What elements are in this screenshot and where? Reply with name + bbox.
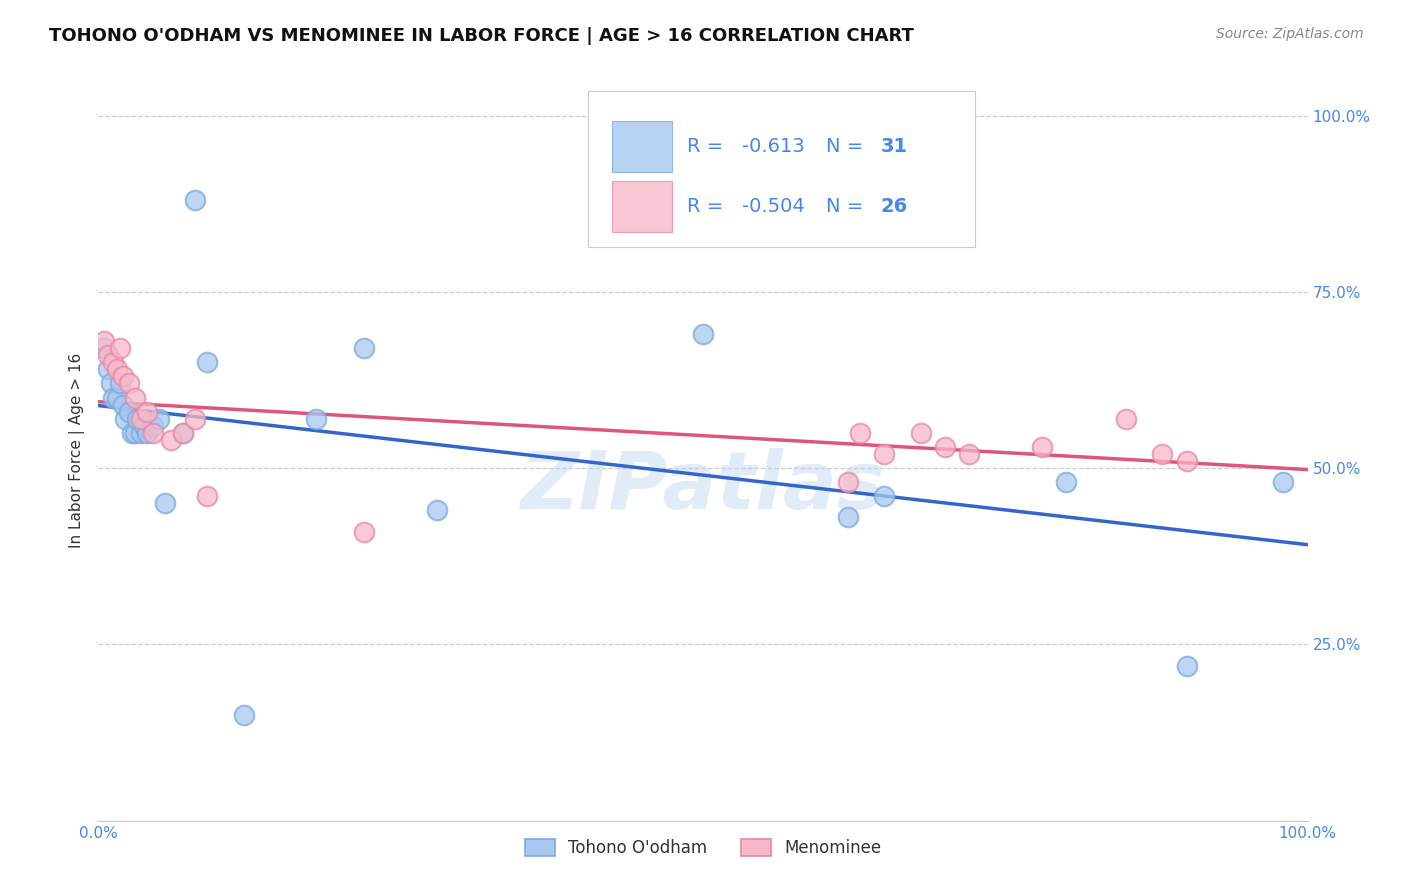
Point bbox=[121, 425, 143, 440]
Point bbox=[873, 489, 896, 503]
Point bbox=[1175, 658, 1198, 673]
Point bbox=[142, 425, 165, 440]
Text: Source: ZipAtlas.com: Source: ZipAtlas.com bbox=[1216, 27, 1364, 41]
Point bbox=[837, 510, 859, 524]
Point bbox=[124, 425, 146, 440]
Point bbox=[129, 411, 152, 425]
Point bbox=[93, 334, 115, 348]
Point bbox=[111, 369, 134, 384]
Text: -0.504: -0.504 bbox=[742, 196, 804, 216]
Point bbox=[101, 355, 124, 369]
Point bbox=[1115, 411, 1137, 425]
Point bbox=[108, 341, 131, 355]
Point bbox=[232, 707, 254, 722]
Text: N =: N = bbox=[827, 137, 870, 156]
Point bbox=[135, 405, 157, 419]
Point bbox=[957, 447, 980, 461]
Text: -0.613: -0.613 bbox=[742, 137, 804, 156]
Point bbox=[172, 425, 194, 440]
Point bbox=[97, 348, 120, 362]
Legend: Tohono O'odham, Menominee: Tohono O'odham, Menominee bbox=[519, 832, 887, 864]
Text: R =: R = bbox=[688, 196, 730, 216]
Point bbox=[1152, 447, 1174, 461]
Point bbox=[305, 411, 328, 425]
Text: 26: 26 bbox=[880, 196, 908, 216]
Point bbox=[105, 362, 128, 376]
Point bbox=[135, 425, 157, 440]
Point bbox=[153, 496, 176, 510]
Point bbox=[108, 376, 131, 391]
Text: R =: R = bbox=[688, 137, 730, 156]
Point bbox=[353, 524, 375, 539]
Point bbox=[93, 341, 115, 355]
Point bbox=[118, 376, 141, 391]
Point bbox=[910, 425, 932, 440]
Point bbox=[1175, 454, 1198, 468]
Text: TOHONO O'ODHAM VS MENOMINEE IN LABOR FORCE | AGE > 16 CORRELATION CHART: TOHONO O'ODHAM VS MENOMINEE IN LABOR FOR… bbox=[49, 27, 914, 45]
FancyBboxPatch shape bbox=[613, 180, 672, 232]
Point bbox=[105, 391, 128, 405]
Point bbox=[129, 425, 152, 440]
Point bbox=[692, 327, 714, 342]
Point bbox=[101, 391, 124, 405]
Text: 31: 31 bbox=[880, 137, 908, 156]
Point bbox=[837, 475, 859, 490]
Point bbox=[873, 447, 896, 461]
Point bbox=[118, 405, 141, 419]
Point bbox=[1031, 440, 1053, 454]
Point bbox=[195, 355, 218, 369]
Point bbox=[134, 418, 156, 433]
Point bbox=[1054, 475, 1077, 490]
Point bbox=[426, 503, 449, 517]
Point bbox=[353, 341, 375, 355]
Point bbox=[184, 411, 207, 425]
Point bbox=[114, 411, 136, 425]
Point bbox=[934, 440, 956, 454]
Point bbox=[100, 376, 122, 391]
Point bbox=[148, 411, 170, 425]
Point bbox=[124, 391, 146, 405]
Point bbox=[142, 418, 165, 433]
Point bbox=[127, 411, 149, 425]
Text: ZIPatlas: ZIPatlas bbox=[520, 449, 886, 526]
FancyBboxPatch shape bbox=[588, 91, 976, 247]
Point bbox=[172, 425, 194, 440]
Y-axis label: In Labor Force | Age > 16: In Labor Force | Age > 16 bbox=[69, 353, 84, 548]
Text: N =: N = bbox=[827, 196, 870, 216]
Point bbox=[111, 398, 134, 412]
Point bbox=[1272, 475, 1295, 490]
Point bbox=[195, 489, 218, 503]
FancyBboxPatch shape bbox=[613, 121, 672, 172]
Point bbox=[849, 425, 872, 440]
Point bbox=[184, 193, 207, 207]
Point bbox=[97, 362, 120, 376]
Point bbox=[160, 433, 183, 447]
